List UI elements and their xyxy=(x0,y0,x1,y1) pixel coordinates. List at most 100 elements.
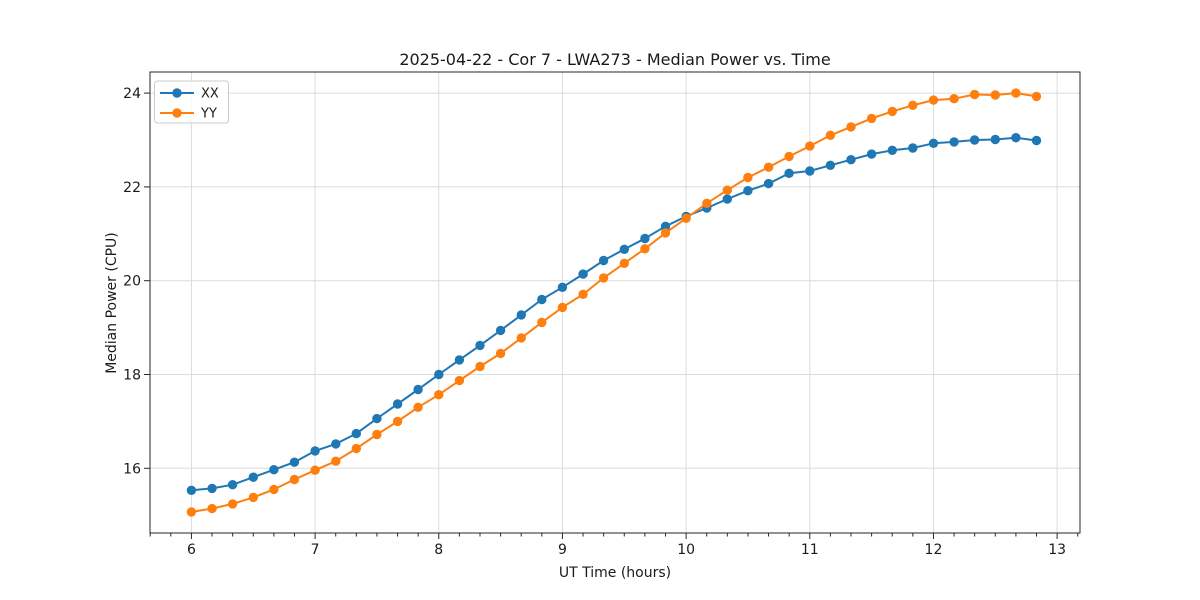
x-tick-label: 7 xyxy=(311,542,320,558)
series-XX-point xyxy=(557,282,568,292)
series-XX-point xyxy=(640,233,650,244)
series-YY-point xyxy=(475,361,485,372)
series-XX-point xyxy=(660,221,671,231)
x-tick-label: 8 xyxy=(434,542,443,558)
series-XX-point xyxy=(331,439,341,449)
series-XX-point xyxy=(537,294,547,305)
series-XX-point xyxy=(516,310,526,320)
y-axis-label: Median Power (CPU) xyxy=(104,232,120,374)
series-YY-point xyxy=(537,317,547,328)
series-YY-point xyxy=(227,499,238,509)
series-YY-point xyxy=(887,106,897,117)
y-tick-label: 24 xyxy=(123,86,141,102)
series-YY-point xyxy=(722,185,732,195)
series-XX-point xyxy=(928,138,939,148)
series-YY-point xyxy=(331,456,341,466)
legend: XX YY xyxy=(154,80,229,124)
chart-title: 2025-04-22 - Cor 7 - LWA273 - Median Pow… xyxy=(399,50,830,69)
series-YY-point xyxy=(413,402,423,412)
legend-label-xx: XX xyxy=(201,87,219,102)
series-XX-point xyxy=(722,194,732,204)
ticks-layer: 6 7 8 9 10 11 12 13 16 18 20 22 24 xyxy=(123,86,1079,558)
series-YY-point xyxy=(619,258,629,268)
series-YY-point xyxy=(660,228,671,238)
y-tick-label: 18 xyxy=(123,367,141,383)
series-XX-point xyxy=(805,166,815,176)
series-XX-point xyxy=(434,369,444,380)
series-XX-point xyxy=(866,149,877,159)
series-YY-point xyxy=(990,90,1000,100)
series-XX-line xyxy=(191,136,1037,492)
series-XX-point xyxy=(310,446,320,456)
series-YY-point xyxy=(372,429,382,440)
series-XX-point xyxy=(227,480,238,490)
series-YY-point xyxy=(434,390,444,400)
series-XX-point xyxy=(846,155,856,165)
series-XX-point xyxy=(887,145,897,155)
series-YY-point xyxy=(351,443,361,454)
series-YY-point xyxy=(928,95,939,105)
series-YY-point xyxy=(578,289,588,299)
series-YY-point xyxy=(1011,88,1021,98)
series-YY-point xyxy=(640,244,650,254)
series-XX-point xyxy=(908,143,918,153)
y-tick-label: 20 xyxy=(123,274,141,290)
series-XX-point xyxy=(248,472,258,482)
series-XX-point xyxy=(784,168,794,178)
series-XX-point xyxy=(413,384,423,395)
series-XX-point xyxy=(1031,135,1042,146)
plot-spines xyxy=(149,71,1081,534)
x-tick-label: 9 xyxy=(558,542,567,558)
series-YY-point xyxy=(825,130,836,140)
series-YY-point xyxy=(763,162,774,172)
series-YY-point xyxy=(289,474,300,485)
series-YY-point xyxy=(949,94,959,104)
series-XX-point xyxy=(990,134,1000,145)
series-YY-point xyxy=(186,507,197,517)
x-tick-label: 13 xyxy=(1048,542,1066,558)
series-YY-point xyxy=(598,273,609,283)
series-XX-point xyxy=(763,178,774,189)
series-XX-point xyxy=(207,483,217,494)
x-axis-label: UT Time (hours) xyxy=(559,565,671,581)
series-YY-point xyxy=(392,416,403,427)
series-XX-point xyxy=(454,355,465,365)
series-XX-point xyxy=(269,465,279,475)
x-tick-label: 11 xyxy=(801,542,819,558)
series-XX-point xyxy=(743,186,753,196)
series-XX-point xyxy=(392,399,403,409)
series-YY-point xyxy=(681,213,691,223)
series-YY-point xyxy=(702,198,712,208)
series-XX-point xyxy=(475,340,485,351)
legend-marker-xx xyxy=(172,88,182,98)
series-XX-point xyxy=(619,244,629,254)
legend-marker-yy xyxy=(172,108,182,118)
series-YY-point xyxy=(805,141,815,151)
series-YY-point xyxy=(557,302,568,313)
series-YY-point xyxy=(454,375,465,386)
series-XX-point xyxy=(949,137,959,147)
series-XX-point xyxy=(372,413,382,424)
series-YY-point xyxy=(1031,91,1042,102)
series-YY-point xyxy=(784,151,794,162)
series-YY-point xyxy=(969,89,980,100)
series-YY-point xyxy=(269,484,279,495)
y-tick-label: 22 xyxy=(123,180,141,196)
series-layer xyxy=(186,88,1042,517)
series-XX-point xyxy=(969,135,980,145)
series-YY-point xyxy=(495,348,506,359)
series-YY-point xyxy=(516,333,526,343)
series-XX-point xyxy=(598,255,609,266)
series-YY-point xyxy=(743,172,753,183)
x-tick-label: 10 xyxy=(677,542,695,558)
y-tick-label: 16 xyxy=(123,461,141,477)
series-XX-point xyxy=(289,457,300,467)
x-tick-label: 12 xyxy=(925,542,943,558)
series-XX-point xyxy=(351,428,361,439)
x-tick-label: 6 xyxy=(187,542,196,558)
series-YY-point xyxy=(310,465,320,475)
series-XX-point xyxy=(495,325,506,336)
series-XX-point xyxy=(825,160,836,170)
